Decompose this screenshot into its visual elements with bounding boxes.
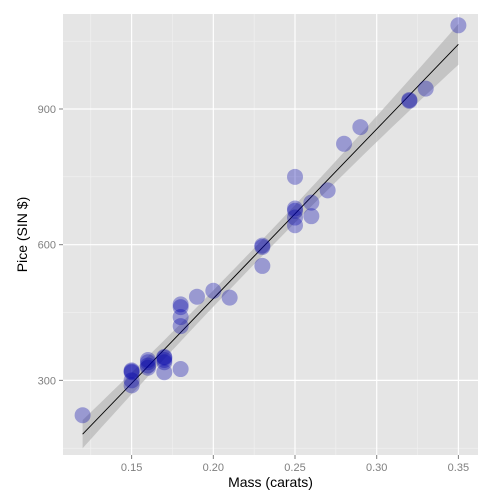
x-axis-title: Mass (carats)	[228, 474, 313, 490]
y-axis-title: Pice (SIN $)	[14, 197, 30, 272]
data-point	[205, 282, 222, 299]
data-point	[287, 217, 304, 234]
y-axis-ticks: 300 600 900	[38, 104, 63, 387]
data-point	[401, 91, 418, 108]
data-point	[254, 237, 271, 254]
data-point	[139, 359, 156, 376]
data-point	[123, 364, 140, 381]
data-point	[156, 348, 173, 365]
data-point	[172, 318, 189, 335]
data-point	[319, 182, 336, 199]
x-tick-label: 0.15	[121, 462, 142, 474]
data-point	[172, 309, 189, 326]
y-tick-label: 600	[38, 240, 56, 252]
data-point	[287, 202, 304, 219]
data-point	[287, 209, 304, 226]
y-tick-label: 300	[38, 375, 56, 387]
data-point	[254, 238, 271, 255]
data-point	[139, 354, 156, 371]
confidence-band	[82, 23, 459, 449]
data-point	[156, 354, 173, 371]
data-point	[139, 352, 156, 369]
data-point	[450, 17, 467, 34]
regression-line	[82, 43, 459, 435]
data-points	[74, 17, 467, 424]
data-point	[172, 296, 189, 313]
x-tick-label: 0.30	[366, 462, 387, 474]
data-point	[172, 361, 189, 378]
x-tick-label: 0.20	[203, 462, 224, 474]
data-point	[123, 372, 140, 389]
x-tick-label: 0.25	[284, 462, 305, 474]
data-point	[221, 289, 238, 306]
data-point	[401, 92, 418, 109]
data-point	[417, 80, 434, 97]
data-point	[172, 299, 189, 316]
data-point	[139, 357, 156, 374]
y-tick-label: 900	[38, 104, 56, 116]
x-tick-label: 0.35	[448, 462, 469, 474]
data-point	[254, 257, 271, 274]
data-point	[303, 194, 320, 211]
data-point	[303, 208, 320, 225]
data-point	[287, 168, 304, 185]
data-point	[123, 377, 140, 394]
data-point	[287, 200, 304, 217]
data-point	[156, 352, 173, 369]
data-point	[336, 135, 353, 152]
data-point	[74, 407, 91, 424]
data-point	[156, 349, 173, 366]
data-point	[123, 362, 140, 379]
data-point	[123, 363, 140, 380]
data-point	[188, 288, 205, 305]
data-point	[352, 119, 369, 136]
x-axis-ticks: 0.15 0.20 0.25 0.30 0.35	[121, 455, 469, 474]
data-point	[156, 364, 173, 381]
